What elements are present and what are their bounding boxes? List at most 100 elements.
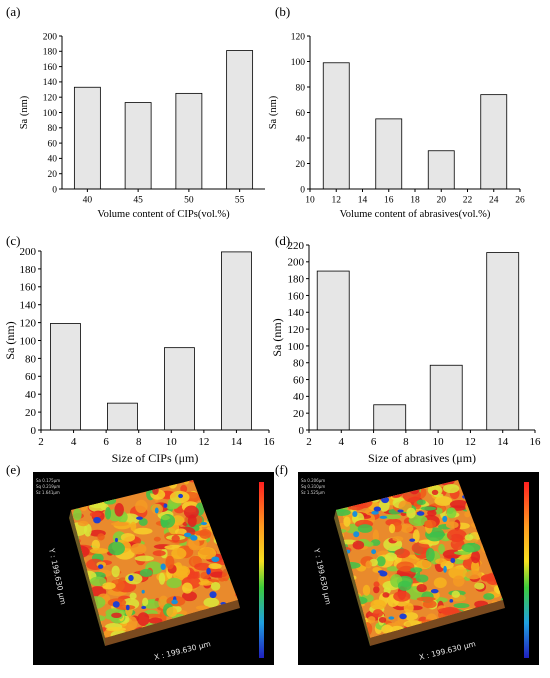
surface-texture-blob (420, 506, 437, 511)
surface-texture-blob (229, 517, 238, 531)
surface-texture-blob (172, 633, 179, 638)
surface-texture-blob (500, 613, 503, 619)
y-tick-label-b: 20 (296, 160, 306, 170)
x-tick-label-d: 14 (497, 436, 509, 448)
surface-texture-blob (493, 556, 501, 568)
surface-texture-blob (235, 590, 238, 599)
surface-texture-blob (336, 564, 337, 572)
x-tick-label-c: 10 (166, 436, 178, 448)
surface-pit (490, 554, 499, 559)
surface-texture-blob (394, 548, 410, 559)
surface-texture-blob (337, 560, 346, 574)
y-tick-label-d: 100 (288, 341, 305, 353)
y-tick-label-d: 60 (293, 374, 305, 386)
surface-texture-blob (427, 509, 437, 517)
surface-texture-blob (502, 535, 503, 544)
surface-texture-blob (168, 480, 178, 489)
y-tick-label-c: 140 (20, 300, 37, 312)
y-tick-label-a: 200 (43, 32, 58, 42)
surface-texture-blob (503, 624, 513, 631)
surface-texture-blob (388, 523, 396, 534)
surface-texture-blob (199, 480, 206, 481)
surface-texture-blob (71, 486, 81, 500)
surface-texture-blob (425, 547, 435, 562)
surface-texture-blob (446, 507, 457, 519)
surface-texture-blob (384, 552, 398, 562)
surface-texture-blob (370, 599, 386, 610)
surface-texture-blob (119, 480, 139, 492)
x-axis-label-c: Size of CIPs (μm) (112, 451, 199, 465)
surface-texture-blob (348, 486, 356, 498)
y-tick-label-d: 0 (299, 425, 305, 437)
surface-texture-blob (416, 499, 426, 506)
surface-texture-blob (336, 509, 351, 516)
surface-stat-text: Sq 0.219μm (36, 484, 60, 489)
surface-texture-blob (336, 623, 344, 638)
surface-texture-blob (75, 480, 88, 487)
surface-texture-blob (71, 487, 76, 493)
surface-side-face (105, 600, 240, 646)
surface-texture-blob (232, 544, 238, 552)
surface-texture-blob (438, 543, 445, 555)
surface-texture-blob (347, 480, 368, 482)
x-tick-label-d: 2 (306, 436, 312, 448)
surface-texture-blob (106, 626, 126, 632)
x-tick-label-b: 20 (437, 196, 447, 206)
surface-texture-blob (232, 577, 238, 583)
surface-texture-blob (238, 487, 249, 492)
surface-pit (112, 601, 120, 608)
surface-pit (141, 605, 147, 609)
surface-texture-blob (367, 616, 376, 624)
surface-pit (443, 565, 447, 573)
surface-texture-blob (222, 557, 238, 563)
surface-texture-blob (152, 550, 166, 557)
surface-texture-blob (171, 534, 180, 543)
surface-texture-blob (378, 480, 387, 489)
surface-texture-blob (224, 618, 238, 631)
surface-texture-blob (489, 481, 503, 491)
bar-c-2 (164, 347, 195, 431)
x-tick-label-a: 40 (83, 196, 93, 206)
x-tick-label-d: 12 (465, 436, 476, 448)
surface-texture-blob (372, 609, 384, 618)
bar-d-1 (373, 404, 407, 431)
surface-texture-blob (138, 480, 148, 490)
surface-pit (209, 591, 217, 599)
surface-pit (171, 599, 178, 605)
surface-texture-blob (230, 630, 238, 638)
surface-texture-blob (465, 628, 473, 638)
surface-texture-blob (215, 632, 224, 638)
bar-c-1 (107, 402, 138, 431)
surface-texture-blob (233, 638, 252, 645)
surface-texture-blob (148, 617, 163, 624)
surface-texture-blob (498, 578, 503, 584)
x-tick-label-b: 10 (305, 196, 315, 206)
surface-texture-blob (97, 533, 105, 541)
surface-texture-blob (458, 630, 468, 638)
surface-texture-blob (152, 485, 159, 495)
y-tick-label-c: 20 (25, 407, 37, 419)
surface-texture-blob (142, 597, 149, 607)
surface-texture-blob (80, 501, 88, 512)
surface-texture-blob (93, 485, 110, 500)
surface-texture-blob (336, 613, 346, 619)
x-tick-label-d: 8 (403, 436, 409, 448)
surface-texture-blob (336, 629, 345, 634)
surface-texture-blob (500, 577, 503, 589)
surface-texture-blob (76, 488, 85, 500)
surface-texture-blob (89, 576, 107, 587)
y-tick-label-d: 160 (288, 290, 305, 302)
surface-texture-blob (480, 540, 501, 555)
surface-texture-blob (188, 537, 200, 551)
surface-texture-blob (453, 550, 471, 555)
x-axis-label-a: Volume content of CIPs(vol.%) (97, 209, 230, 220)
surface-texture-blob (71, 616, 74, 630)
surface-pit (430, 588, 439, 594)
surface-pit (409, 538, 416, 542)
surface-texture-blob (79, 609, 90, 620)
x-tick-label-c: 16 (264, 436, 276, 448)
surface-texture-blob (482, 512, 497, 524)
surface-texture-blob (431, 489, 439, 495)
